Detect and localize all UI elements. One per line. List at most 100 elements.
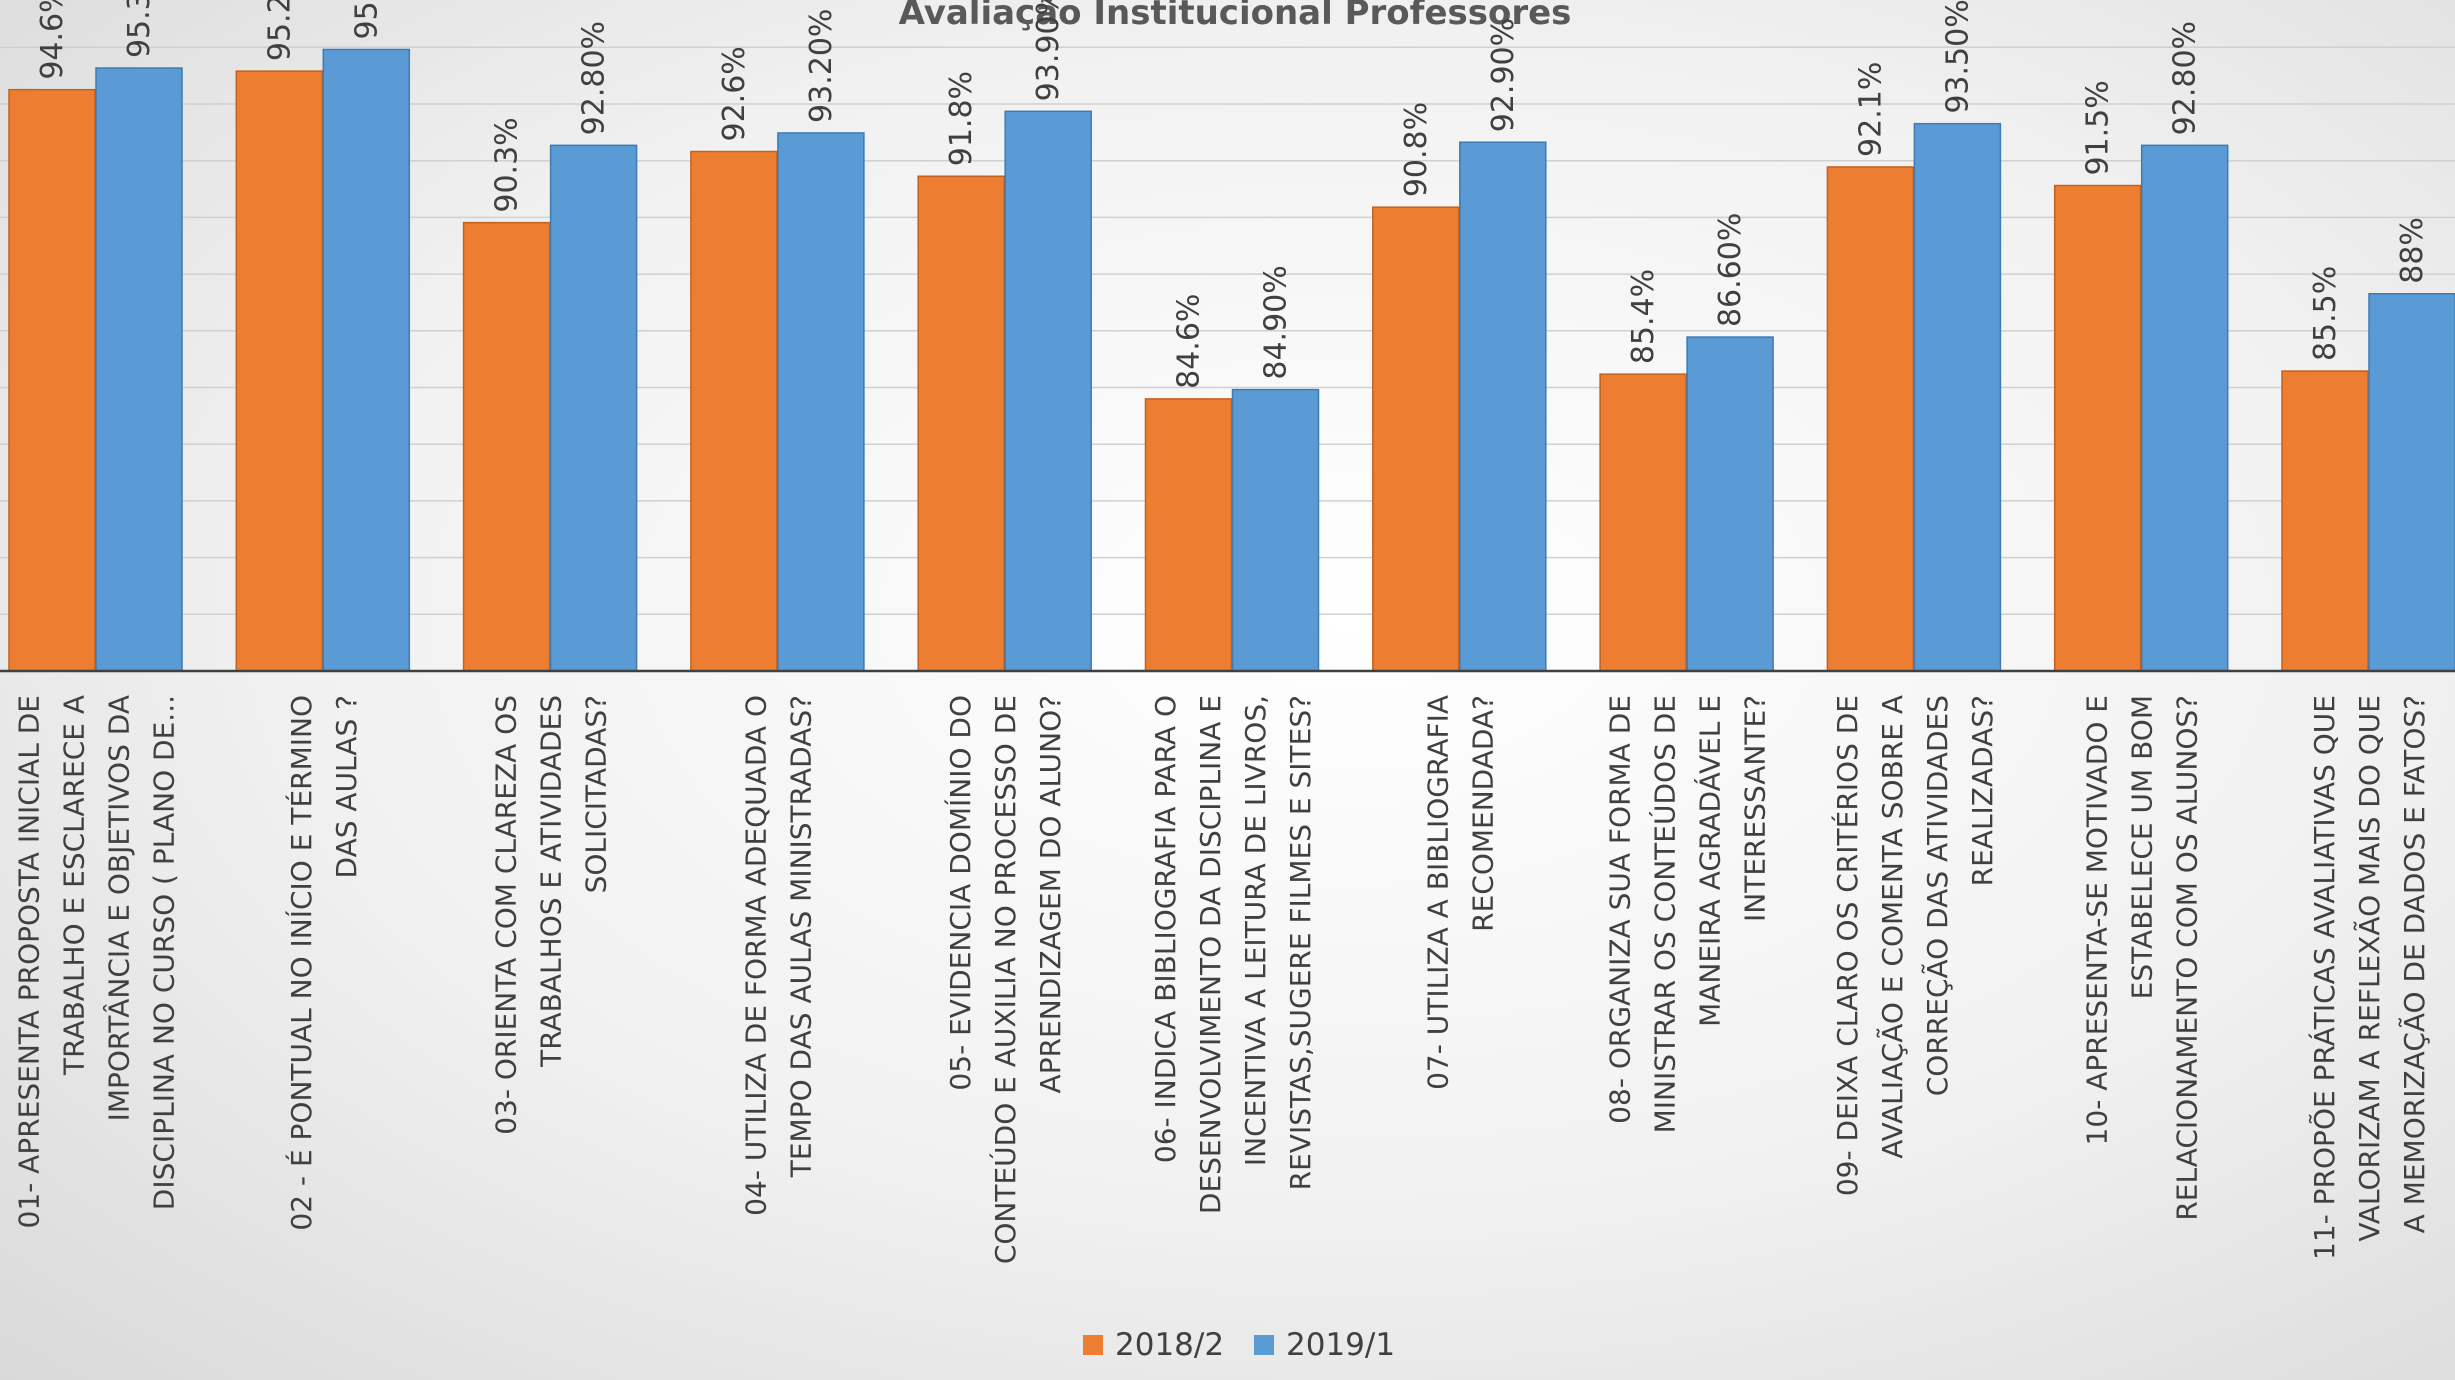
category-label-line: MANEIRA AGRADÁVEL E [1693, 695, 1727, 1027]
category-label-3: 03- ORIENTA COM CLAREZA OS TRABALHOS E AT… [490, 695, 613, 1135]
data-label: 95.90% [349, 0, 384, 39]
bar-2018-2-2 [235, 70, 324, 672]
category-label-line: VALORIZAM A REFLEXÃO MAIS DO QUE [2353, 695, 2386, 1242]
category-label-line: 09- DEIXA CLARO OS CRITÉRIOS DE [1830, 695, 1864, 1196]
bars [8, 48, 2455, 672]
category-label-line: MINISTRAR OS CONTEÚDOS DE [1648, 695, 1682, 1133]
category-label-2: 02 - É PONTUAL NO INÍCIO E TÉRMINO DAS AU… [284, 695, 363, 1231]
data-label: 91.8% [944, 71, 979, 166]
bar-2018-2-8 [1599, 373, 1687, 672]
bar-2018-2-4 [690, 150, 778, 672]
category-label-line: REALIZADAS? [1966, 695, 1999, 886]
data-label: 92.90% [1486, 18, 1521, 132]
category-label-line: 03- ORIENTA COM CLAREZA OS [490, 695, 523, 1135]
data-label: 85.5% [2308, 266, 2343, 361]
category-label-line: IMPORTÂNCIA E OBJETIVOS DA [102, 695, 136, 1121]
data-label: 93.50% [1940, 0, 1975, 114]
data-label: 91.5% [2081, 80, 2116, 175]
category-label-10: 10- APRESENTA-SE MOTIVADO E ESTABELECE UM… [2081, 695, 2204, 1221]
bar-2018-2-6 [1144, 398, 1233, 672]
category-label-line: SOLICITADAS? [580, 695, 613, 893]
category-label-line: TRABALHOS E ATIVIDADES [535, 695, 568, 1068]
data-label: 84.90% [1259, 265, 1294, 379]
legend-item-2018-2[interactable]: 2018/2 [1083, 1327, 1224, 1363]
data-label: 94.6% [35, 0, 70, 80]
legend-swatch [1254, 1335, 1274, 1355]
bar-2018-2-3 [462, 221, 551, 672]
chart-title: Avaliação Institucional Professores [899, 0, 1572, 33]
category-label-4: 04- UTILIZA DE FORMA ADEQUADA O TEMPO DAS… [739, 695, 817, 1216]
data-label: 90.8% [1399, 102, 1434, 197]
bar-2019-1-9 [1913, 122, 2002, 672]
category-label-line: RELACIONAMENTO COM OS ALUNOS? [2171, 695, 2204, 1221]
category-label-line: DISCIPLINA NO CURSO ( PLANO DE... [148, 695, 181, 1210]
data-label: 84.6% [1172, 294, 1207, 389]
bar-2018-2-10 [2053, 184, 2142, 672]
category-label-line: 11- PROPÕE PRÁTICAS AVALIATIVAS QUE [2307, 695, 2341, 1260]
bar-2018-2-7 [1372, 206, 1460, 672]
legend-label: 2019/1 [1286, 1327, 1395, 1363]
category-label-line: TRABALHO E ESCLARECE A [58, 695, 91, 1076]
category-label-line: CONTEÚDO E AUXILIA NO PROCESSO DE [988, 695, 1022, 1264]
category-label-line: RECOMENDADA? [1466, 695, 1499, 932]
category-label-line: APRENDIZAGEM DO ALUNO? [1034, 695, 1067, 1093]
category-label-line: 06- INDICA BIBLIOGRAFIA PARA O [1149, 695, 1182, 1163]
category-label-line: 05- EVIDENCIA DOMÍNIO DO [943, 695, 977, 1091]
bar-2019-1-8 [1686, 336, 1774, 672]
category-labels: 01- APRESENTA PROPOSTA INICIAL DE TRABALH… [13, 695, 2432, 1264]
bar-2019-1-5 [1004, 110, 1092, 672]
bar-2019-1-4 [777, 132, 865, 672]
category-label-6: 06- INDICA BIBLIOGRAFIA PARA O DESENVOLVI… [1149, 695, 1317, 1214]
data-label: 92.80% [2168, 21, 2203, 135]
bar-2019-1-3 [549, 144, 638, 672]
bar-2018-2-9 [1826, 166, 1915, 672]
data-labels: 94.6% 95.30% 95.2% 95.90% 90.3% 92.80% 92.6% 93… [35, 0, 2430, 389]
category-label-5: 05- EVIDENCIA DOMÍNIO DO CONTEÚDO E AUXIL… [943, 695, 1067, 1264]
category-label-line: 02 - É PONTUAL NO INÍCIO E TÉRMINO [284, 695, 318, 1231]
bar-2019-1-10 [2140, 144, 2229, 672]
category-label-9: 09- DEIXA CLARO OS CRITÉRIOS DE AVALIAÇÃO… [1830, 695, 1999, 1196]
bar-2019-1-2 [322, 48, 411, 672]
bar-2019-1-1 [95, 67, 183, 672]
category-label-7: 07- UTILIZA A BIBLIOGRAFIA RECOMENDADA? [1421, 695, 1499, 1090]
legend-item-2019-1[interactable]: 2019/1 [1254, 1327, 1395, 1363]
category-label-line: TEMPO DAS AULAS MINISTRADAS? [784, 695, 817, 1178]
data-label: 86.60% [1713, 213, 1748, 327]
bar-2019-1-7 [1459, 141, 1547, 672]
bar-2018-2-5 [917, 175, 1005, 672]
category-label-line: A MEMORIZAÇÃO DE DADOS E FATOS? [2398, 695, 2431, 1233]
category-label-line: DAS AULAS ? [330, 695, 363, 878]
category-label-line: AVALIAÇÃO E COMENTA SOBRE A [1876, 695, 1909, 1159]
data-label: 85.4% [1626, 269, 1661, 364]
data-label: 88% [2395, 217, 2430, 284]
category-label-line: INTERESSANTE? [1739, 695, 1772, 922]
data-label: 92.1% [1853, 62, 1888, 157]
data-label: 93.20% [804, 9, 839, 123]
data-label: 92.6% [717, 46, 752, 141]
category-label-line: 07- UTILIZA A BIBLIOGRAFIA [1421, 695, 1454, 1090]
data-label: 95.2% [262, 0, 297, 61]
bar-2018-2-1 [8, 88, 96, 672]
data-label: 90.3% [490, 117, 525, 212]
bar-2019-1-11 [2368, 293, 2455, 672]
category-label-8: 08- ORGANIZA SUA FORMA DE MINISTRAR OS CO… [1604, 695, 1772, 1133]
category-label-line: 10- APRESENTA-SE MOTIVADO E [2081, 695, 2114, 1145]
bar-2018-2-11 [2281, 370, 2369, 672]
data-label: 93.90% [1031, 0, 1066, 101]
category-label-line: 01- APRESENTA PROPOSTA INICIAL DE [13, 695, 46, 1228]
legend-swatch [1083, 1335, 1103, 1355]
category-label-line: DESENVOLVIMENTO DA DISCIPLINA E [1194, 695, 1227, 1214]
category-label-line: ESTABELECE UM BOM [2126, 695, 2159, 999]
category-label-line: REVISTAS,SUGERE FILMES E SITES? [1284, 695, 1317, 1190]
category-label-line: 04- UTILIZA DE FORMA ADEQUADA O [739, 695, 772, 1216]
legend[interactable]: 2018/2 2019/1 [1083, 1327, 1395, 1363]
data-label: 95.30% [122, 0, 157, 58]
data-label: 92.80% [577, 21, 612, 135]
category-label-line: 08- ORGANIZA SUA FORMA DE [1604, 695, 1637, 1124]
bar-2019-1-6 [1231, 388, 1320, 672]
category-label-11: 11- PROPÕE PRÁTICAS AVALIATIVAS QUE VALOR… [2307, 695, 2431, 1260]
category-label-line: INCENTIVA A LEITURA DE LIVROS, [1239, 695, 1272, 1166]
category-label-line: CORREÇÃO DAS ATIVIDADES [1921, 695, 1954, 1096]
category-label-1: 01- APRESENTA PROPOSTA INICIAL DE TRABALH… [13, 695, 181, 1228]
